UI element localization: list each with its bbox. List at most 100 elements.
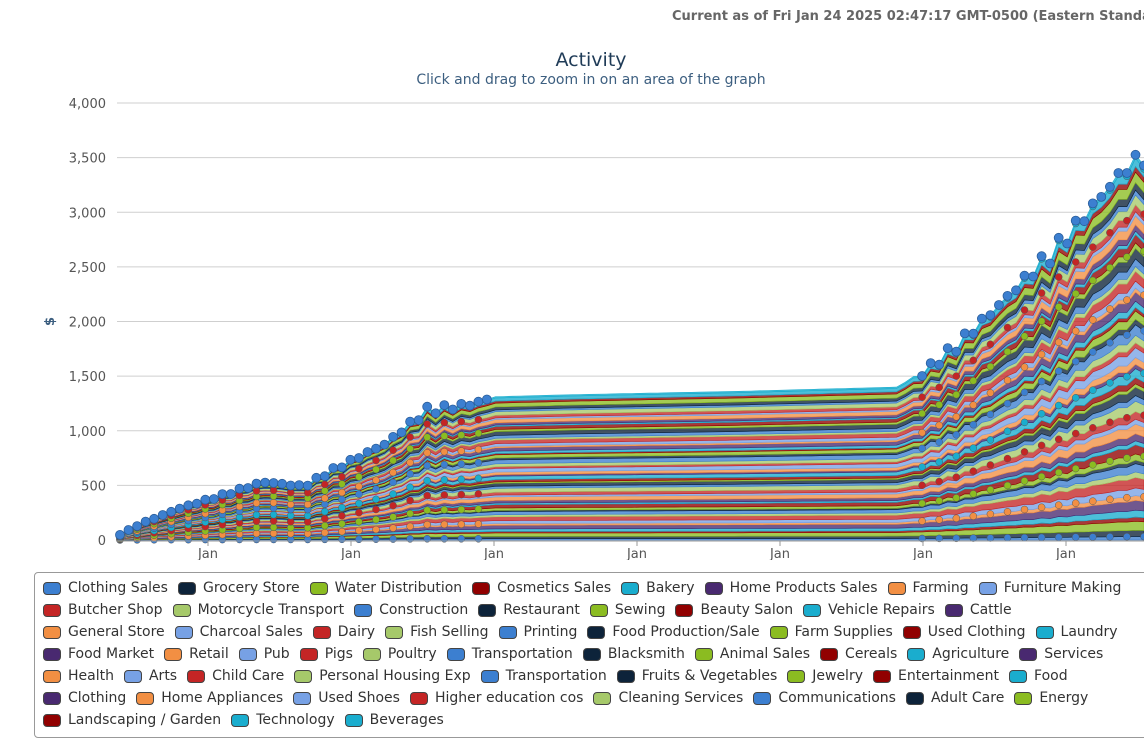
series-marker [935, 516, 943, 524]
legend-item[interactable]: Transportation [446, 643, 573, 665]
legend-item[interactable]: Poultry [362, 643, 437, 665]
series-marker [440, 491, 449, 499]
series-marker [1140, 291, 1144, 299]
legend-item[interactable]: Beauty Salon [675, 599, 793, 621]
legend-item[interactable]: Retail [164, 643, 229, 665]
legend-item[interactable]: Farming [887, 577, 969, 599]
series-marker [1020, 448, 1029, 456]
legend-swatch [43, 669, 61, 683]
legend-item[interactable]: Personal Housing Exp [294, 665, 471, 687]
legend-item[interactable]: Animal Sales [694, 643, 810, 665]
legend-swatch [902, 625, 921, 639]
series-marker [423, 506, 431, 514]
series-marker [440, 447, 449, 456]
legend-item[interactable]: Adult Care [905, 687, 1004, 709]
legend-item[interactable]: Vehicle Repairs [803, 599, 935, 621]
legend-label: Charcoal Sales [199, 624, 303, 640]
legend-label: General Store [68, 624, 165, 640]
series-marker [269, 517, 278, 525]
series-marker [1089, 386, 1097, 394]
series-marker [1037, 317, 1046, 325]
series-marker [918, 393, 926, 401]
legend-item[interactable]: Food Market [43, 643, 154, 665]
legend-item[interactable]: Communications [753, 687, 896, 709]
x-tick-label: Jan [197, 547, 218, 560]
legend-item[interactable]: Energy [1014, 687, 1088, 709]
legend-label: Cereals [845, 646, 898, 662]
legend-swatch [354, 603, 373, 617]
legend-item[interactable]: Arts [123, 665, 178, 687]
legend-swatch [704, 581, 723, 595]
legend-swatch [587, 625, 606, 639]
legend-item[interactable]: Construction [354, 599, 468, 621]
legend-item[interactable]: Food Production/Sale [587, 621, 760, 643]
legend-item[interactable]: Clothing Sales [43, 577, 168, 599]
series-marker [269, 510, 278, 519]
legend-item[interactable]: Printing [498, 621, 577, 643]
legend-item[interactable]: Motorcycle Transport [172, 599, 344, 621]
legend-item[interactable]: General Store [43, 621, 165, 643]
legend-item[interactable]: Sewing [589, 599, 665, 621]
series-marker [1089, 424, 1097, 432]
legend-item[interactable]: Beverages [344, 709, 444, 731]
legend-item[interactable]: Technology [231, 709, 335, 731]
legend-item[interactable]: Fruits & Vegetables [616, 665, 777, 687]
legend-item[interactable]: Landscaping / Garden [43, 709, 221, 731]
legend-item[interactable]: Clothing [43, 687, 126, 709]
legend-item[interactable]: Home Appliances [136, 687, 283, 709]
series-marker [457, 460, 466, 468]
series-marker [1037, 377, 1046, 386]
total-marker [439, 400, 450, 411]
legend-item[interactable]: Dairy [312, 621, 375, 643]
legend-label: Arts [148, 668, 178, 684]
chart-plot[interactable]: 0 500 1,000 1,500 2,000 2,500 3,000 3,500 4,000 $… [0, 90, 1144, 560]
legend-item[interactable]: Higher education cos [409, 687, 583, 709]
legend-label: Technology [256, 712, 335, 728]
legend-item[interactable]: Charcoal Sales [174, 621, 303, 643]
legend-item[interactable]: Laundry [1035, 621, 1118, 643]
legend-item[interactable]: Entertainment [873, 665, 999, 687]
series-marker [1106, 338, 1114, 347]
legend-item[interactable]: Cattle [944, 599, 1012, 621]
total-marker [1028, 271, 1038, 282]
legend-item[interactable]: Cereals [820, 643, 897, 665]
legend-item[interactable]: Furniture Making [978, 577, 1121, 599]
total-marker [1130, 149, 1141, 160]
legend-item[interactable]: Cosmetics Sales [472, 577, 611, 599]
legend-item[interactable]: Food [1009, 665, 1068, 687]
series-marker [457, 447, 466, 455]
legend-item[interactable]: Bakery [621, 577, 695, 599]
series-marker [918, 499, 926, 508]
legend-item[interactable]: Cleaning Services [593, 687, 743, 709]
total-marker [396, 427, 407, 438]
legend-item[interactable]: Jewelry [787, 665, 863, 687]
legend-item[interactable]: Water Distribution [309, 577, 462, 599]
legend-item[interactable]: Fish Selling [385, 621, 489, 643]
legend-item[interactable]: Child Care [187, 665, 284, 687]
legend-item[interactable]: Pub [238, 643, 290, 665]
series-marker [269, 486, 278, 495]
series-marker [935, 383, 943, 392]
series-marker [1054, 501, 1063, 509]
legend-item[interactable]: Blacksmith [582, 643, 685, 665]
series-marker [474, 490, 483, 498]
total-marker [311, 472, 322, 483]
legend-item[interactable]: Used Shoes [293, 687, 400, 709]
legend-item[interactable]: Transportation [480, 665, 607, 687]
legend-item[interactable]: Services [1019, 643, 1103, 665]
legend-item[interactable]: Butcher Shop [43, 599, 163, 621]
legend-item[interactable]: Farm Supplies [769, 621, 893, 643]
total-marker [140, 516, 151, 527]
series-marker [338, 503, 346, 512]
legend-item[interactable]: Home Products Sales [704, 577, 878, 599]
legend-item[interactable]: Grocery Store [177, 577, 300, 599]
series-marker [1140, 411, 1144, 419]
legend-item[interactable]: Used Clothing [902, 621, 1026, 643]
legend-item[interactable]: Health [43, 665, 114, 687]
legend-item[interactable]: Pigs [299, 643, 353, 665]
legend-swatch [409, 691, 428, 705]
total-marker [115, 529, 125, 540]
series-marker [935, 401, 943, 409]
legend-item[interactable]: Restaurant [478, 599, 580, 621]
legend-item[interactable]: Agriculture [907, 643, 1009, 665]
